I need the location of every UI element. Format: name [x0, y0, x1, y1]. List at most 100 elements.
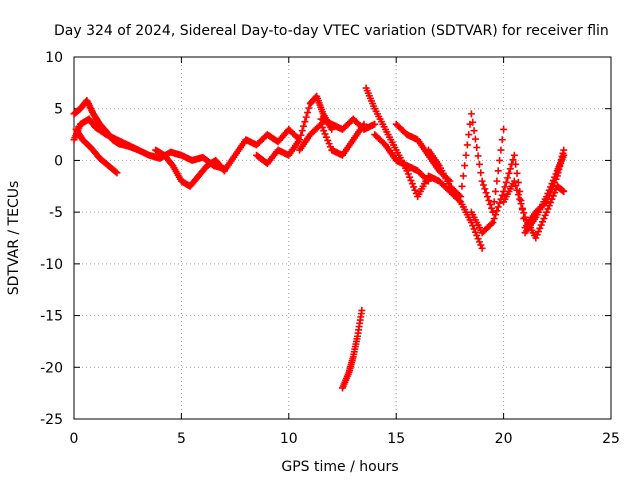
data-point — [302, 113, 310, 121]
data-point — [473, 144, 481, 151]
data-point — [488, 220, 496, 228]
data-point — [371, 120, 379, 128]
data-point — [533, 231, 541, 239]
axis-ticks — [73, 56, 612, 420]
data-point — [552, 170, 560, 178]
data-point — [560, 151, 568, 159]
data-point — [481, 185, 489, 193]
x-tick-label: 15 — [387, 431, 405, 447]
data-point — [488, 204, 496, 212]
data-point — [492, 187, 500, 195]
data-point — [535, 228, 543, 236]
data-point — [408, 180, 416, 188]
data-point — [461, 162, 469, 170]
data-point — [462, 151, 470, 159]
data-point — [305, 104, 313, 112]
data-point — [324, 136, 332, 144]
series-arc-6 — [253, 136, 304, 168]
y-tick-label: -15 — [40, 309, 63, 325]
data-point — [498, 136, 506, 144]
data-point — [494, 203, 502, 211]
data-point — [541, 211, 549, 219]
data-point — [549, 176, 557, 184]
data-point — [500, 125, 508, 133]
data-point — [471, 135, 479, 143]
x-tick-label: 20 — [495, 431, 513, 447]
data-point — [512, 182, 520, 190]
data-point — [301, 118, 309, 126]
data-point — [510, 177, 518, 185]
data-point — [492, 211, 500, 219]
series-arc-5 — [220, 92, 336, 175]
data-point — [489, 218, 497, 226]
data-point — [326, 143, 334, 151]
data-point — [321, 130, 329, 138]
data-point — [296, 136, 304, 144]
data-point — [406, 173, 414, 181]
data-point — [423, 176, 431, 184]
data-point — [493, 207, 501, 215]
data-point — [478, 244, 486, 252]
data-point — [544, 189, 552, 197]
data-point — [490, 198, 498, 206]
data-point — [112, 168, 120, 176]
data-point — [551, 189, 559, 197]
y-tick-label: 5 — [54, 102, 63, 118]
x-axis-title: GPS time / hours — [281, 459, 398, 475]
data-point — [517, 200, 525, 208]
series-arc-10 — [362, 84, 486, 252]
y-tick-label: -25 — [40, 412, 63, 428]
data-points — [70, 84, 568, 392]
x-tick-label: 0 — [70, 431, 79, 447]
plot-frame — [73, 56, 612, 420]
series-arc-4 — [152, 146, 228, 190]
data-point — [551, 173, 559, 181]
data-point — [463, 141, 471, 149]
data-point — [477, 169, 485, 177]
chart-title: Day 324 of 2024, Sidereal Day-to-day VTE… — [54, 23, 609, 39]
data-point — [504, 174, 512, 182]
data-point — [465, 131, 473, 139]
data-point — [490, 215, 498, 223]
data-point — [501, 183, 509, 191]
data-point — [318, 123, 326, 131]
data-point — [325, 140, 333, 148]
data-point — [485, 197, 493, 205]
data-point — [410, 183, 418, 191]
series-arc-8 — [317, 115, 379, 133]
data-point — [474, 235, 482, 243]
y-tick-label: 10 — [45, 50, 63, 66]
data-point — [545, 202, 553, 210]
x-tick-label: 25 — [602, 431, 620, 447]
data-point — [459, 172, 467, 180]
data-point — [424, 177, 432, 185]
data-point — [537, 221, 545, 229]
data-point — [496, 199, 504, 207]
data-point — [473, 231, 481, 239]
data-point — [547, 183, 555, 191]
data-point — [520, 209, 528, 217]
series-arc-16 — [521, 151, 568, 237]
data-point — [467, 110, 475, 118]
data-point — [509, 156, 517, 164]
data-point — [470, 225, 478, 233]
data-point — [470, 127, 478, 135]
data-point — [297, 131, 305, 139]
data-point — [471, 228, 479, 236]
data-point — [543, 208, 551, 216]
data-point — [113, 169, 121, 177]
y-tick-label: -20 — [40, 360, 63, 376]
data-point — [469, 118, 477, 126]
y-tick-label: 0 — [54, 153, 63, 169]
data-point — [322, 133, 330, 141]
data-point — [304, 109, 312, 117]
data-point — [358, 306, 366, 314]
data-point — [514, 191, 522, 199]
data-point — [544, 205, 552, 213]
data-point — [407, 176, 415, 184]
data-point — [496, 156, 504, 164]
data-point — [539, 218, 547, 226]
data-point — [458, 182, 466, 190]
data-point — [494, 167, 502, 175]
